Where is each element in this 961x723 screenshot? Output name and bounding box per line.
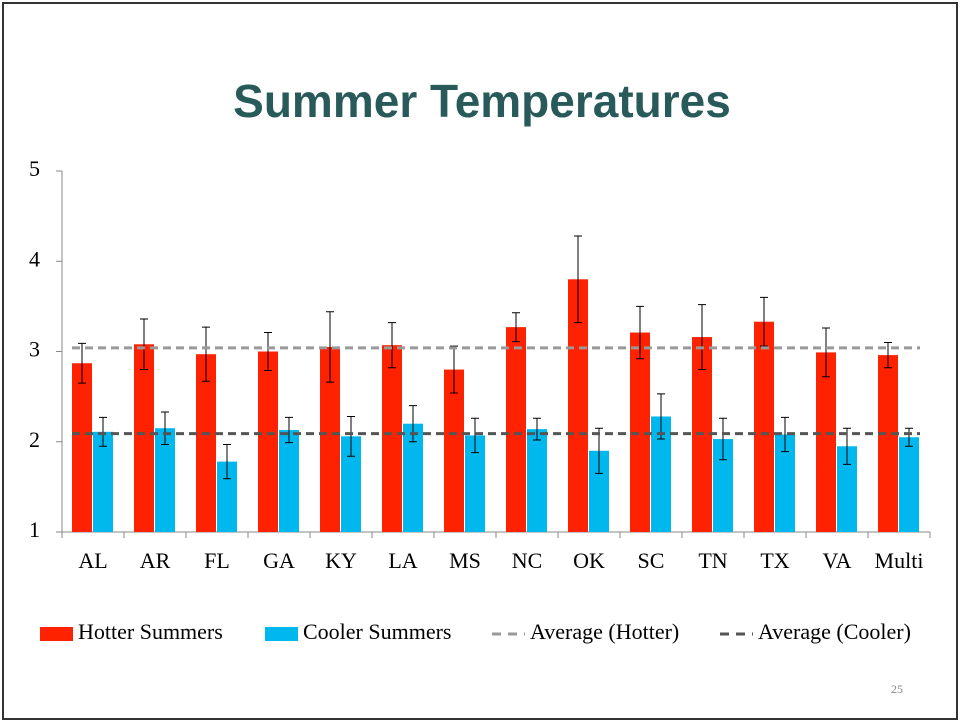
error-bar [822, 327, 830, 378]
bar [837, 446, 857, 532]
error-bar [223, 443, 231, 480]
bar [506, 327, 526, 532]
y-tick-label: 5 [29, 156, 40, 181]
error-bar [595, 427, 603, 474]
error-bar [719, 417, 727, 461]
x-tick-label: AR [140, 548, 171, 573]
bar [320, 346, 340, 532]
x-tick-label: KY [325, 548, 357, 573]
legend-label: Hotter Summers [78, 619, 223, 644]
bar [713, 439, 733, 532]
page-number: 25 [891, 682, 903, 696]
y-tick-label: 4 [29, 246, 40, 271]
bar [630, 332, 650, 532]
bar [93, 431, 113, 532]
error-bar [388, 322, 396, 369]
bar [279, 430, 299, 532]
error-bar [471, 417, 479, 454]
bar [754, 321, 774, 532]
legend-label: Cooler Summers [303, 619, 452, 644]
error-bar [285, 416, 293, 444]
legend-swatch [265, 627, 298, 641]
bar [527, 429, 547, 532]
y-tick-label: 2 [29, 427, 40, 452]
y-tick-label: 3 [29, 337, 40, 362]
error-bar [574, 235, 582, 324]
x-tick-label: GA [263, 548, 295, 573]
error-bar [78, 342, 86, 384]
error-bar [760, 296, 768, 347]
bar [155, 428, 175, 532]
error-bar [657, 393, 665, 440]
error-bar [99, 416, 107, 447]
error-bar [264, 332, 272, 371]
bar [651, 416, 671, 532]
error-bar [326, 311, 334, 383]
bar [134, 344, 154, 532]
bar [775, 434, 795, 532]
error-bar [884, 341, 892, 369]
error-bar [347, 415, 355, 457]
x-tick-label: VA [823, 548, 852, 573]
x-tick-label: MS [449, 548, 481, 573]
bar [382, 345, 402, 532]
x-tick-label: TN [698, 548, 727, 573]
x-tick-label: FL [204, 548, 230, 573]
bar [568, 279, 588, 532]
x-tick-label: TX [760, 548, 789, 573]
error-bar [636, 305, 644, 360]
legend-swatch [40, 627, 73, 641]
legend-label: Average (Hotter) [530, 619, 679, 644]
bar [816, 352, 836, 532]
error-bar [161, 411, 169, 445]
error-bar [450, 345, 458, 394]
x-tick-label: OK [573, 548, 605, 573]
error-bar [905, 427, 913, 447]
y-tick-label: 1 [29, 517, 40, 542]
bar [403, 423, 423, 532]
error-bar [140, 318, 148, 371]
error-bar [781, 416, 789, 453]
bar [72, 363, 92, 532]
bar [465, 435, 485, 532]
bar [444, 369, 464, 532]
x-tick-label: LA [388, 548, 417, 573]
error-bar [533, 417, 541, 441]
error-bar [409, 405, 417, 443]
bar [878, 355, 898, 532]
bar [341, 436, 361, 532]
bar [589, 450, 609, 532]
error-bar [698, 304, 706, 371]
chart-title: Summer Temperatures [233, 75, 731, 127]
x-tick-label: SC [638, 548, 665, 573]
x-tick-label: Multi [875, 548, 924, 573]
error-bar [202, 326, 210, 382]
bar [899, 437, 919, 532]
legend-label: Average (Cooler) [758, 619, 911, 644]
error-bar [512, 312, 520, 343]
bar [196, 354, 216, 532]
bar [217, 461, 237, 532]
bar [258, 351, 278, 532]
x-tick-label: NC [512, 548, 543, 573]
x-tick-label: AL [78, 548, 107, 573]
